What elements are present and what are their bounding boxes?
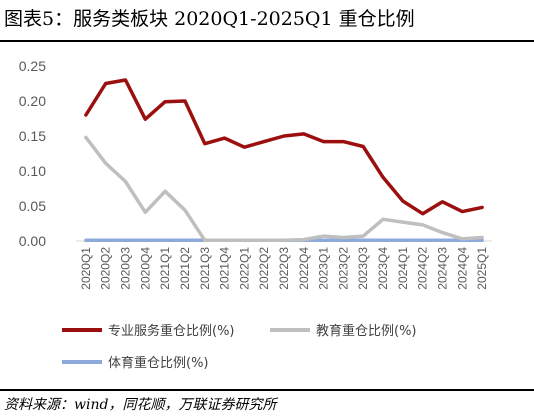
y-tick-label: 0.15 (19, 128, 46, 144)
x-tick-label: 2024Q2 (416, 247, 430, 290)
x-tick-label: 2023Q1 (317, 247, 331, 290)
x-tick-label: 2020Q2 (99, 247, 113, 290)
y-tick-label: 0.10 (19, 163, 46, 179)
x-tick-label: 2020Q3 (119, 247, 133, 290)
top-rule (0, 40, 534, 42)
x-tick-label: 2024Q3 (435, 247, 449, 290)
bottom-rule (0, 389, 534, 391)
x-tick-label: 2022Q2 (257, 247, 271, 290)
x-tick-label: 2021Q3 (198, 247, 212, 290)
x-tick-label: 2021Q2 (178, 247, 192, 290)
x-tick-label: 2022Q4 (297, 247, 311, 290)
x-tick-label: 2021Q1 (158, 247, 172, 290)
legend-label-0: 专业服务重仓比例(%) (108, 323, 235, 339)
legend: 专业服务重仓比例(%) 教育重仓比例(%) 体育重仓比例(%) (62, 323, 417, 371)
figure-title: 图表5：服务类板块 2020Q1-2025Q1 重仓比例 (4, 8, 415, 30)
x-tick-label: 2023Q4 (376, 247, 390, 290)
x-tick-label: 2021Q4 (218, 247, 232, 290)
series-line-0 (84, 78, 484, 216)
y-tick-label: 0.20 (19, 93, 46, 109)
legend-label-1: 教育重仓比例(%) (316, 323, 417, 339)
x-tick-label: 2025Q1 (475, 247, 489, 290)
source-note: 资料来源：wind，同花顺，万联证券研究所 (4, 397, 277, 413)
y-axis: 0.00 0.05 0.10 0.15 0.20 0.25 (19, 58, 46, 249)
series-line-1 (84, 135, 484, 243)
x-tick-label: 2023Q3 (356, 247, 370, 290)
y-tick-label: 0.00 (19, 233, 46, 249)
x-tick-label: 2022Q1 (237, 247, 251, 290)
legend-label-2: 体育重仓比例(%) (108, 355, 209, 371)
x-axis: 2020Q1 2020Q2 2020Q3 2020Q4 2021Q1 2021Q2 2021… (76, 240, 492, 290)
x-tick-label: 2020Q1 (79, 247, 93, 290)
y-tick-label: 0.25 (19, 58, 46, 74)
x-tick-label: 2024Q4 (455, 247, 469, 290)
series-lines (84, 78, 484, 243)
x-tick-label: 2023Q2 (336, 247, 350, 290)
x-tick-label: 2022Q3 (277, 247, 291, 290)
y-tick-label: 0.05 (19, 198, 46, 214)
x-tick-label: 2020Q4 (138, 247, 152, 290)
x-tick-label: 2024Q1 (396, 247, 410, 290)
